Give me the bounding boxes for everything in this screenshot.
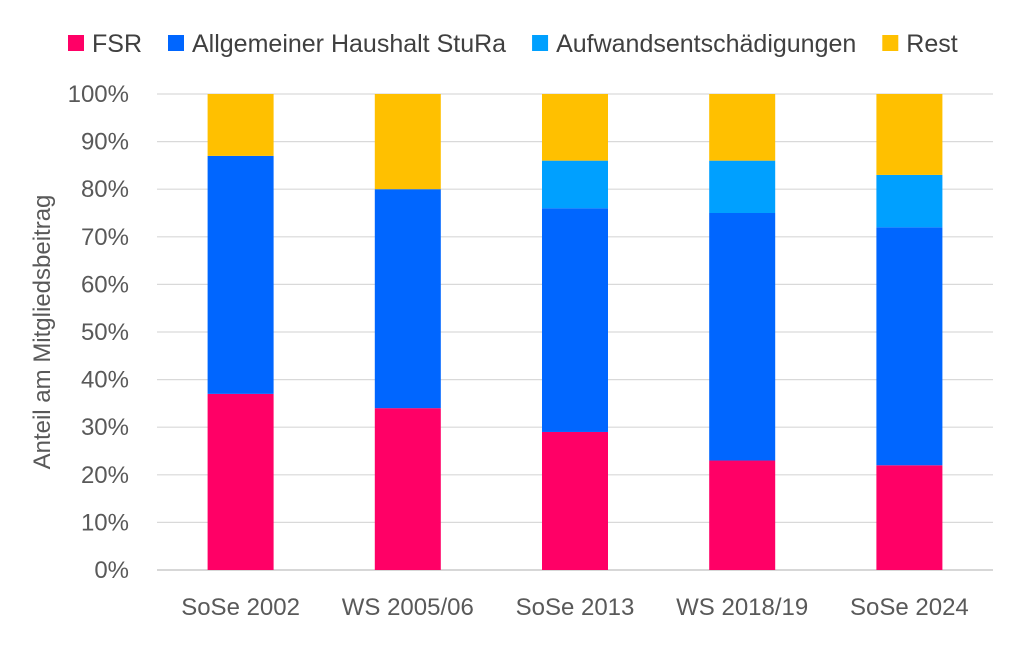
y-tick-label: 40% bbox=[81, 367, 129, 394]
bar-segment bbox=[709, 213, 776, 461]
bar-segment bbox=[709, 160, 776, 213]
y-tick-label: 50% bbox=[81, 319, 129, 346]
bar-segment bbox=[709, 460, 776, 570]
bar-segment bbox=[876, 174, 943, 228]
bar-segment bbox=[374, 189, 441, 409]
bar-segment bbox=[542, 94, 608, 161]
x-tick-label: SoSe 2013 bbox=[516, 594, 635, 621]
y-axis-label: Anteil am Mitgliedsbeitrag bbox=[29, 195, 56, 470]
y-tick-label: 10% bbox=[81, 509, 129, 536]
bar-segment bbox=[374, 408, 441, 570]
x-tick-label: WS 2005/06 bbox=[342, 594, 474, 621]
bar-segment bbox=[542, 208, 608, 432]
bar-segment bbox=[207, 94, 274, 156]
bar-segment bbox=[374, 94, 441, 190]
bar-segment bbox=[876, 94, 943, 175]
y-tick-label: 100% bbox=[68, 81, 129, 108]
legend-swatch bbox=[882, 35, 899, 51]
x-tick-label: SoSe 2024 bbox=[850, 594, 969, 621]
bar-segment bbox=[876, 465, 943, 570]
axes: 0% 10% 20% 30% 40% 50% 60% 70% 80% 90% 100% SoSe 20… bbox=[68, 81, 969, 621]
y-tick-label: 80% bbox=[81, 176, 129, 203]
x-tick-label: WS 2018/19 bbox=[676, 594, 808, 621]
legend-swatch bbox=[532, 35, 549, 51]
legend: FSR Allgemeiner Haushalt StuRa Aufwandsent… bbox=[68, 30, 958, 58]
bar-segment bbox=[542, 160, 608, 209]
legend-label: Rest bbox=[906, 30, 957, 58]
y-tick-label: 70% bbox=[81, 224, 129, 251]
y-tick-label: 30% bbox=[81, 414, 129, 441]
legend-label: Aufwandsentschädigungen bbox=[556, 30, 856, 58]
bars bbox=[207, 94, 943, 570]
legend-swatch bbox=[68, 35, 84, 51]
bar-segment bbox=[542, 431, 608, 570]
x-tick-label: SoSe 2002 bbox=[181, 594, 300, 621]
bar-segment bbox=[709, 94, 776, 161]
y-tick-label: 90% bbox=[81, 129, 129, 156]
legend-label: FSR bbox=[92, 30, 142, 58]
bar-segment bbox=[207, 393, 274, 570]
y-tick-label: 20% bbox=[81, 462, 129, 489]
legend-swatch bbox=[168, 35, 184, 51]
y-tick-label: 60% bbox=[81, 271, 129, 298]
y-tick-label: 0% bbox=[94, 557, 129, 584]
bar-segment bbox=[876, 227, 943, 466]
bar-segment bbox=[207, 155, 274, 394]
legend-label: Allgemeiner Haushalt StuRa bbox=[192, 30, 506, 58]
